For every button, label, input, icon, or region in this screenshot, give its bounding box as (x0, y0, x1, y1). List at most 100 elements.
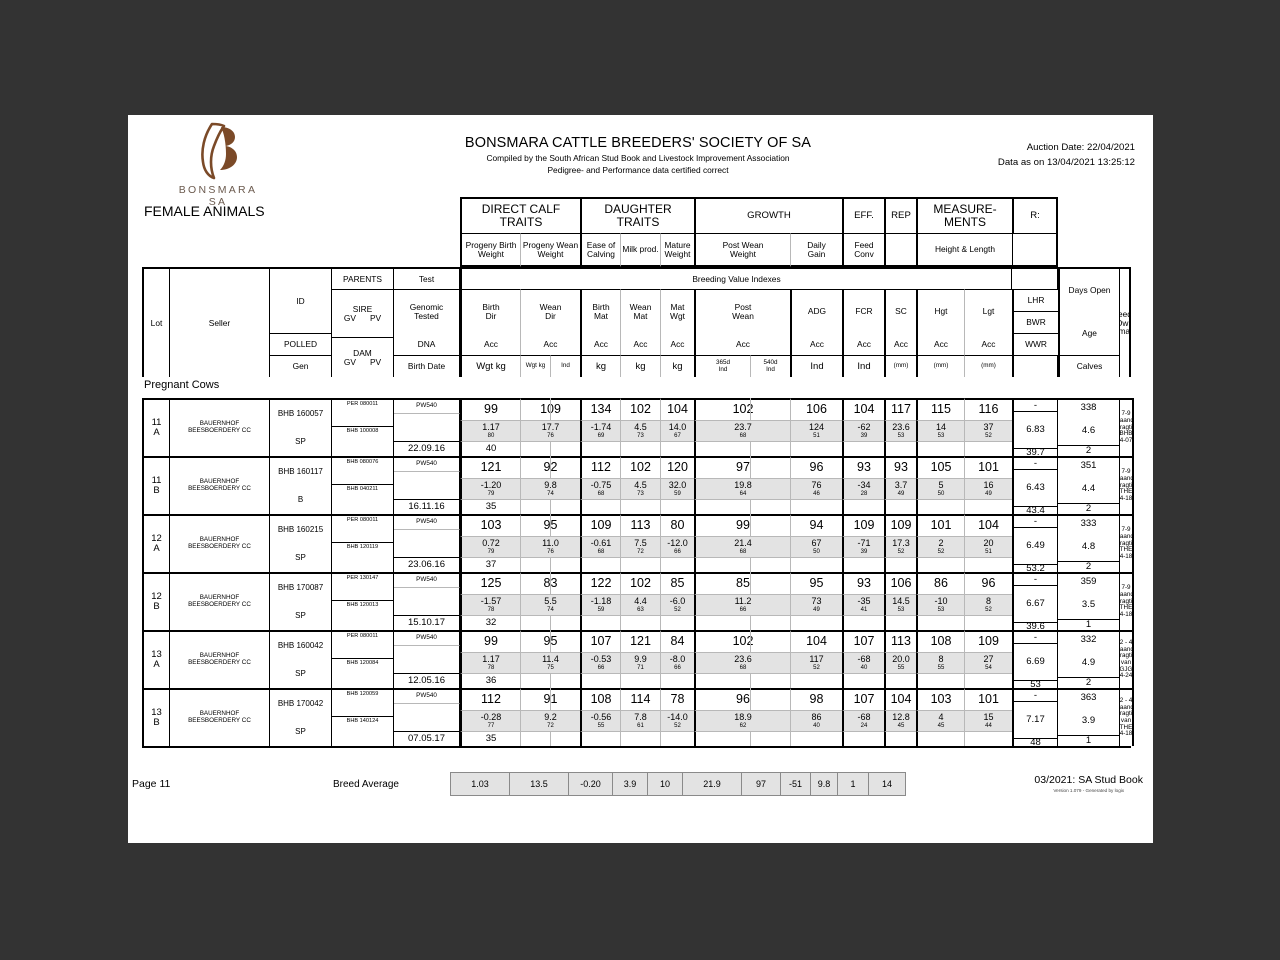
cell-bv-acc: 20 51 (964, 536, 1012, 557)
cell-remark: 7-9 Maande dragtig THE 14-182 (1120, 456, 1134, 514)
cell-bv-acc: -71 39 (842, 536, 884, 557)
cell-bv-acc: -1.18 59 (580, 594, 620, 615)
r-col-bwr: BWR (1012, 311, 1058, 333)
cell-index-bottom (580, 557, 620, 572)
title-subtitle-1: Compiled by the South African Stud Book … (486, 153, 790, 163)
cell-age: 4.4 (1058, 474, 1120, 503)
cell-test-blank (394, 472, 460, 499)
cell-index-value: 107 (580, 630, 620, 652)
col-header-dna: DNA (394, 333, 460, 355)
cell-seller: BAUERNHOF BEESBOERDERY CC (170, 456, 270, 514)
breed-average-cell: 3.9 (613, 773, 648, 795)
bonsmara-logo: BONSMARA SA (153, 120, 283, 208)
masthead: BONSMARA SA BONSMARA CATTLE BREEDERS' SO… (128, 115, 1153, 208)
cell-index-value: 85 (660, 572, 694, 594)
breed-average-row: 1.03 13.5 -0.20 3.9 10 21.9 97 -51 9.8 1 14 (450, 772, 906, 796)
cell-index-value: 103 (916, 688, 964, 710)
cell-bv-acc: 23.6 68 (694, 652, 790, 673)
cell-index-value: 108 (580, 688, 620, 710)
cell-index-bottom (842, 441, 884, 456)
cell-index-bottom (620, 673, 660, 688)
cell-r-lhr: - (1012, 572, 1058, 586)
cell-index-bottom (660, 731, 694, 746)
cell-bv-acc: 117 52 (790, 652, 842, 673)
breed-average-cell: 1 (838, 773, 869, 795)
cell-bv-acc: 11.2 66 (694, 594, 790, 615)
cell-seller: BAUERNHOF BEESBOERDERY CC (170, 688, 270, 746)
cell-dam: BHB 040211 (332, 484, 394, 514)
cell-bv-acc: 4.5 73 (620, 478, 660, 499)
cell-remark: 7-9 Maande dragtig THE 14-182 (1120, 514, 1134, 572)
cell-sire: PER 080011 (332, 630, 394, 658)
cell-index-value: 116 (964, 398, 1012, 420)
breed-average-cell: -51 (781, 773, 811, 795)
cell-index-value: 102 (694, 398, 790, 420)
cell-split (750, 499, 751, 514)
cell-r-bwr: 6.43 (1012, 470, 1058, 507)
cell-index-value: 101 (964, 688, 1012, 710)
breed-average-cell: 1.03 (451, 773, 510, 795)
cell-bv-acc: 9.9 71 (620, 652, 660, 673)
index-col-name: Birth Mat (580, 289, 620, 333)
cell-bv-acc: 17.7 76 (520, 420, 580, 441)
cell-index-value: 102 (620, 572, 660, 594)
date-block: Auction Date: 22/04/2021 Data as on 13/0… (998, 141, 1135, 171)
trait-group-header: GROWTH (694, 197, 842, 233)
r-col-wwr: WWR (1012, 333, 1058, 355)
cell-index-bottom (660, 673, 694, 688)
cell-index-value: 113 (620, 514, 660, 536)
cell-bv-acc: 19.8 64 (694, 478, 790, 499)
index-col-name: Lgt (964, 289, 1012, 333)
cell-bv-acc: 124 51 (790, 420, 842, 441)
index-col-acc: Acc (884, 333, 916, 355)
cell-bv-acc: -68 24 (842, 710, 884, 731)
cell-calves: 1 (1058, 619, 1120, 630)
cell-index-value: 78 (660, 688, 694, 710)
index-col-unit: Wgt kg (460, 355, 520, 377)
cell-index-bottom (916, 441, 964, 456)
cell-index-bottom: 32 (460, 615, 520, 630)
index-col-acc: Acc (620, 333, 660, 355)
cell-sire: PER 080011 (332, 398, 394, 426)
breed-average-cell: 21.9 (683, 773, 742, 795)
cell-split (750, 688, 751, 710)
cell-index-value: 112 (460, 688, 520, 710)
index-col-acc: Acc (520, 333, 580, 355)
cell-index-value: 104 (790, 630, 842, 652)
index-col-unit: Ind (842, 355, 884, 377)
cell-lot: 13 A (142, 630, 170, 688)
cell-test-blank (394, 588, 460, 615)
cell-bv-acc: 67 50 (790, 536, 842, 557)
cell-bv-acc: -1.74 69 (580, 420, 620, 441)
cell-id: BHB 160215 SP (270, 514, 332, 572)
breed-average-cell: 97 (742, 773, 781, 795)
col-header-gen: Gen (270, 355, 332, 377)
cell-days-open: 351 (1058, 456, 1120, 474)
cell-dam: BHB 120013 (332, 600, 394, 630)
cell-r-bwr: 6.69 (1012, 644, 1058, 681)
cell-index-bottom (884, 557, 916, 572)
cell-index-value: 93 (842, 456, 884, 478)
index-col-name: Wean Dir (520, 289, 580, 333)
cell-bv-acc: 9.8 74 (520, 478, 580, 499)
cell-bv-acc: 37 52 (964, 420, 1012, 441)
cell-index-value: 99 (694, 514, 790, 536)
cell-index-bottom (964, 673, 1012, 688)
trait-sub-header (884, 233, 916, 267)
cell-r-wwr: 53 (1012, 681, 1058, 688)
cell-index-value: 106 (790, 398, 842, 420)
cell-id: BHB 160057 SP (270, 398, 332, 456)
cell-index-value: 101 (916, 514, 964, 536)
cell-dam: BHB 120084 (332, 658, 394, 688)
cell-id: BHB 170042 SP (270, 688, 332, 746)
cell-birth-date: 22.09.16 (394, 441, 460, 456)
cell-index-value: 98 (790, 688, 842, 710)
cell-bv-acc: 3.7 49 (884, 478, 916, 499)
trait-group-header: DIRECT CALF TRAITS (460, 197, 580, 233)
cell-index-bottom (790, 499, 842, 514)
cell-remark: 2 - 4 Maande dragtig van THE 14-182 (1120, 688, 1134, 746)
section-title: FEMALE ANIMALS (144, 203, 265, 219)
cell-bv-acc: -0.56 55 (580, 710, 620, 731)
col-header-test: Test (394, 267, 460, 289)
cell-index-bottom (790, 673, 842, 688)
